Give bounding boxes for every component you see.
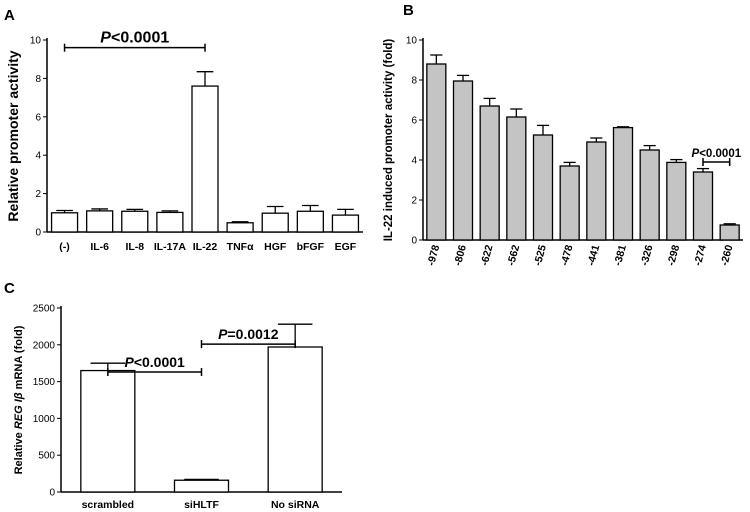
panel-b-category-label: -441	[585, 244, 602, 268]
panel-b-bar	[452, 80, 474, 241]
panel-b-category-label: -260	[719, 244, 736, 268]
panel-c-y-tick-label: 1000	[33, 414, 56, 425]
panel-a-bar	[331, 214, 360, 233]
panel-a-bar	[296, 210, 324, 233]
panel-b-y-tick-label: 4	[411, 156, 417, 167]
panel-b-category-label: -298	[665, 244, 682, 268]
panel-b-category-label: -562	[505, 244, 522, 268]
panel-a-bar	[226, 222, 254, 233]
panel-b-y-tick-label: 6	[411, 116, 417, 127]
panel-a-category-label: IL-17A	[154, 241, 187, 253]
panel-c-p-value-label: P<0.0001	[124, 354, 185, 370]
panel-a-y-tick-label: 4	[35, 151, 41, 162]
panel-b-category-label: -274	[692, 244, 709, 268]
panel-a-category-label: IL-8	[125, 241, 144, 253]
panel-a-bar	[86, 210, 114, 233]
panel-a-bar	[261, 212, 289, 233]
panel-a-chart: A 0 2 4 6 8 10 Relative promoter activity (-) IL-…	[4, 7, 363, 253]
panel-b-category-label: -381	[612, 244, 629, 268]
panel-a-y-tick-label: 2	[35, 189, 41, 200]
panel-b-y-axis-label: IL-22 induced promoter activity (fold)	[383, 39, 395, 242]
panel-b-y-tick-label: 8	[411, 76, 417, 87]
panel-a-category-label: IL-6	[90, 241, 109, 253]
panel-c-chart: C 0 500 1000 1500 2000 2500 Relative REG Iβ mRN…	[4, 280, 342, 511]
panel-a-category-label: EGF	[335, 241, 357, 253]
panel-a-category-label: bFGF	[297, 241, 325, 253]
panel-c-p-value-label: P=0.0012	[218, 326, 279, 342]
panel-c-y-axis-label: Relative REG Iβ mRNA (fold)	[13, 325, 25, 474]
panel-a-y-tick-label: 10	[30, 36, 42, 47]
panel-b-bar	[559, 165, 580, 241]
panel-a-y-tick-label: 0	[35, 228, 41, 239]
panel-b-bar	[426, 63, 447, 241]
panel-b-category-label: -326	[639, 244, 656, 268]
panel-b-y-tick-label: 2	[411, 196, 417, 207]
panel-b-bar	[586, 141, 607, 241]
panel-b-letter: B	[403, 2, 414, 19]
panel-a-bar	[121, 210, 149, 233]
panel-a-y-tick-label: 8	[35, 74, 41, 85]
panel-b-bar	[719, 224, 740, 241]
panel-b-bar	[479, 105, 500, 241]
panel-a-bar	[191, 85, 219, 233]
panel-b-bar	[666, 161, 687, 241]
panel-a-category-label: (-)	[59, 241, 70, 253]
panel-c-y-tick-label: 1500	[33, 377, 56, 388]
panel-a-y-axis-label: Relative promoter activity	[5, 50, 21, 221]
panel-b-category-label: -525	[532, 244, 549, 268]
panel-c-bar	[267, 346, 323, 493]
panel-c-bar	[80, 369, 136, 493]
panel-b-bar	[692, 171, 714, 241]
panel-b-bar	[532, 134, 554, 241]
panel-c-bar	[173, 479, 230, 493]
panel-b-category-label: -978	[425, 244, 442, 268]
panel-b-y-tick-label: 0	[411, 236, 417, 247]
panel-b-bar	[639, 149, 660, 241]
panel-a-p-value-label: P<0.0001	[100, 30, 169, 47]
panel-a-category-label: HGF	[264, 241, 287, 253]
panel-b-category-label: -622	[479, 244, 496, 268]
panel-c-y-tick-label: 2000	[33, 340, 56, 351]
panel-b-chart: B 0 2 4 6 8 10 IL-22 induced promoter activity …	[383, 2, 743, 267]
panel-c-y-tick-label: 2500	[33, 304, 56, 315]
panel-b-p-value-label: P<0.0001	[692, 148, 742, 160]
panel-c-category-label: siHLTF	[184, 499, 219, 511]
panel-c-y-tick-label: 500	[38, 451, 55, 462]
panel-b-y-tick-label: 10	[406, 36, 418, 47]
panel-b-bar	[612, 126, 634, 241]
panel-a-y-tick-label: 6	[35, 112, 41, 123]
panel-a-category-label: IL-22	[193, 241, 218, 253]
panel-a-bar	[156, 211, 184, 233]
panel-c-category-label: No siRNA	[271, 499, 320, 511]
panel-c-y-tick-label: 0	[49, 488, 55, 499]
panel-c-letter: C	[4, 280, 15, 297]
panel-c-category-label: scrambled	[82, 499, 135, 511]
panel-b-category-label: -806	[452, 244, 469, 268]
panel-a-category-label: TNFα	[227, 241, 254, 253]
panel-b-bar	[506, 116, 527, 241]
panel-a-letter: A	[4, 7, 15, 24]
panel-b-category-label: -478	[559, 244, 576, 268]
panel-a-bar	[50, 212, 79, 233]
